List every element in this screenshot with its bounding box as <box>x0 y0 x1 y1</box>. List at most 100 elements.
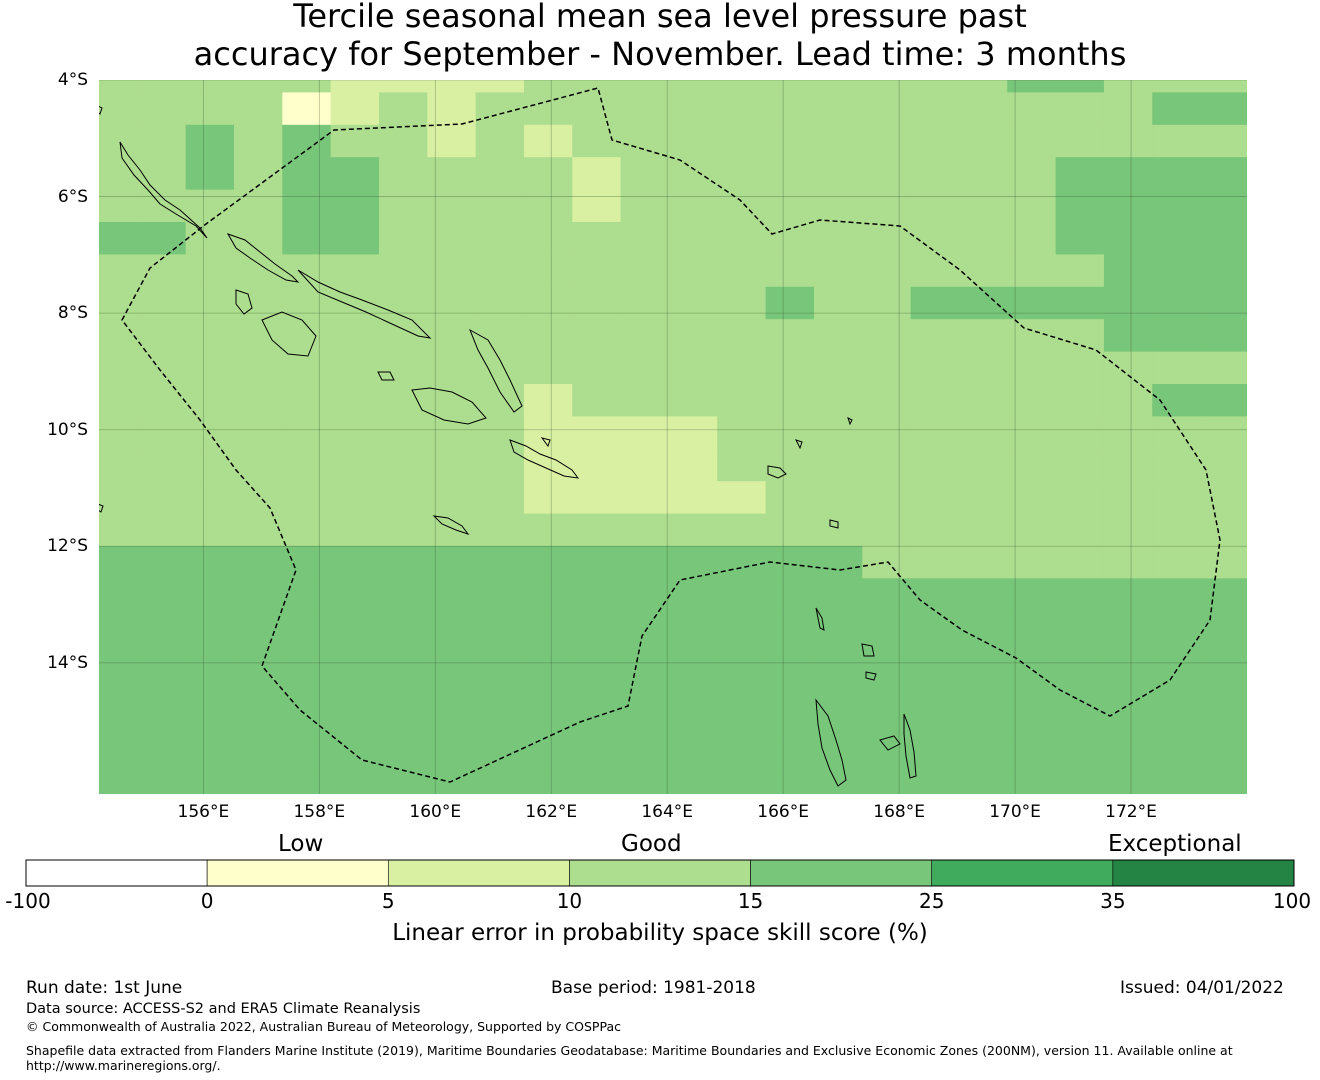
grid-cell <box>910 675 960 709</box>
grid-cell <box>427 124 477 158</box>
grid-cell <box>1297 319 1320 352</box>
grid-cell <box>523 384 573 417</box>
grid-cell <box>668 546 718 579</box>
island-outline <box>119 141 208 239</box>
grid-cell <box>1297 481 1320 514</box>
grid-cell <box>1007 416 1057 450</box>
grid-cell <box>910 708 960 741</box>
grid-cell <box>1007 384 1057 417</box>
grid-cell <box>378 546 428 579</box>
grid-cell <box>1103 675 1153 709</box>
grid-cell <box>862 319 912 353</box>
grid-cell <box>185 546 235 579</box>
legend-tick-label: 10 <box>556 889 583 913</box>
grid-cell <box>1297 92 1320 125</box>
grid-cell <box>910 416 960 450</box>
grid-cell <box>282 481 332 515</box>
grid-cell <box>765 481 815 515</box>
grid-cell <box>99 157 138 191</box>
grid-cell <box>958 740 1008 774</box>
grid-cell <box>475 80 525 93</box>
grid-cell <box>185 740 235 774</box>
island-outline <box>297 269 432 339</box>
grid-cell <box>668 351 718 385</box>
grid-cell <box>1103 578 1153 612</box>
grid-cell <box>137 740 187 774</box>
grid-cell <box>233 351 283 385</box>
grid-cell <box>668 157 718 191</box>
grid-cell <box>620 384 670 417</box>
legend-axis-label: Linear error in probability space skill … <box>392 920 928 946</box>
grid-cell <box>99 675 138 709</box>
grid-cell <box>185 610 235 644</box>
longitude-label: 164°E <box>641 802 694 822</box>
grid-cell <box>572 92 622 126</box>
grid-cell <box>1249 805 1298 838</box>
grid-cell <box>717 124 767 158</box>
grid-cell <box>765 254 815 288</box>
grid-cell <box>572 80 622 93</box>
grid-cell <box>137 610 187 644</box>
grid-cell <box>958 416 1008 450</box>
grid-cell <box>1297 190 1320 223</box>
grid-cell <box>523 319 573 353</box>
grid-cell <box>1152 254 1202 288</box>
grid-cell <box>523 481 573 515</box>
grid-cell <box>1200 157 1247 191</box>
grid-cell <box>330 675 380 709</box>
grid-cell <box>378 481 428 515</box>
grid-cell <box>1249 92 1298 125</box>
grid-cell <box>475 448 525 482</box>
grid-cell <box>1200 319 1247 353</box>
grid-cell <box>1103 92 1153 126</box>
grid-cell <box>572 254 622 288</box>
grid-cell <box>765 708 815 741</box>
island-outline <box>99 105 103 115</box>
grid-cell <box>910 643 960 677</box>
grid-cell <box>1055 772 1105 794</box>
grid-cell <box>99 92 138 126</box>
grid-cell <box>813 80 863 93</box>
grid-cell <box>1103 80 1153 93</box>
grid-cell <box>330 513 380 547</box>
grid-cell <box>282 286 332 320</box>
grid-cell <box>137 546 187 579</box>
grid-cell <box>620 772 670 794</box>
grid-cell <box>137 643 187 677</box>
grid-cell <box>99 481 138 515</box>
grid-cell <box>99 416 138 450</box>
grid-cell <box>378 740 428 774</box>
grid-cell <box>1200 351 1247 385</box>
island-outline <box>879 735 901 751</box>
grid-cell <box>813 513 863 547</box>
grid-cell <box>765 384 815 417</box>
grid-cell <box>233 92 283 126</box>
grid-cell <box>813 610 863 644</box>
grid-cell <box>1055 384 1105 417</box>
grid-cell <box>1007 740 1057 774</box>
grid-cell <box>1249 190 1298 223</box>
grid-cell <box>765 286 815 320</box>
grid-cell <box>958 772 1008 794</box>
grid-cell <box>427 319 477 353</box>
grid-cell <box>1007 546 1057 579</box>
latitude-label: 14°S <box>47 652 88 673</box>
grid-cell <box>958 254 1008 288</box>
grid-cell <box>668 513 718 547</box>
grid-cell <box>910 286 960 320</box>
grid-cell <box>862 546 912 579</box>
grid-cell <box>717 740 767 774</box>
grid-cell <box>1249 676 1298 709</box>
grid-cell <box>137 416 187 450</box>
grid-cell <box>1103 286 1153 320</box>
grid-cell <box>717 222 767 255</box>
grid-cell <box>910 546 960 579</box>
grid-cell <box>282 92 332 126</box>
grid-cell <box>1200 80 1247 93</box>
grid-cell <box>717 254 767 288</box>
grid-cell <box>620 675 670 709</box>
grid-cell <box>330 708 380 741</box>
grid-cell <box>1152 675 1202 709</box>
grid-cell <box>1103 481 1153 515</box>
